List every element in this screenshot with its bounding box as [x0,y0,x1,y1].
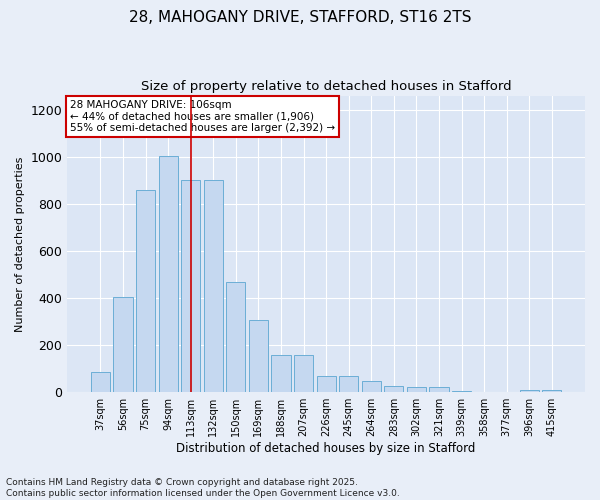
Bar [452,391,471,392]
Bar [91,372,110,392]
Text: 28, MAHOGANY DRIVE, STAFFORD, ST16 2TS: 28, MAHOGANY DRIVE, STAFFORD, ST16 2TS [129,10,471,25]
Bar [384,386,403,392]
Bar [249,320,268,392]
Bar [136,190,155,392]
Text: 28 MAHOGANY DRIVE: 106sqm
← 44% of detached houses are smaller (1,906)
55% of se: 28 MAHOGANY DRIVE: 106sqm ← 44% of detac… [70,100,335,133]
Bar [430,388,449,392]
Bar [542,390,562,392]
Bar [203,180,223,392]
Bar [158,156,178,392]
Bar [520,390,539,392]
Y-axis label: Number of detached properties: Number of detached properties [15,156,25,332]
Bar [226,282,245,392]
Bar [271,354,290,392]
Bar [339,376,358,392]
Title: Size of property relative to detached houses in Stafford: Size of property relative to detached ho… [141,80,511,93]
Bar [407,388,426,392]
Bar [294,354,313,392]
Bar [362,381,381,392]
Bar [181,180,200,392]
Bar [113,297,133,392]
Text: Contains HM Land Registry data © Crown copyright and database right 2025.
Contai: Contains HM Land Registry data © Crown c… [6,478,400,498]
Bar [317,376,336,392]
X-axis label: Distribution of detached houses by size in Stafford: Distribution of detached houses by size … [176,442,476,455]
